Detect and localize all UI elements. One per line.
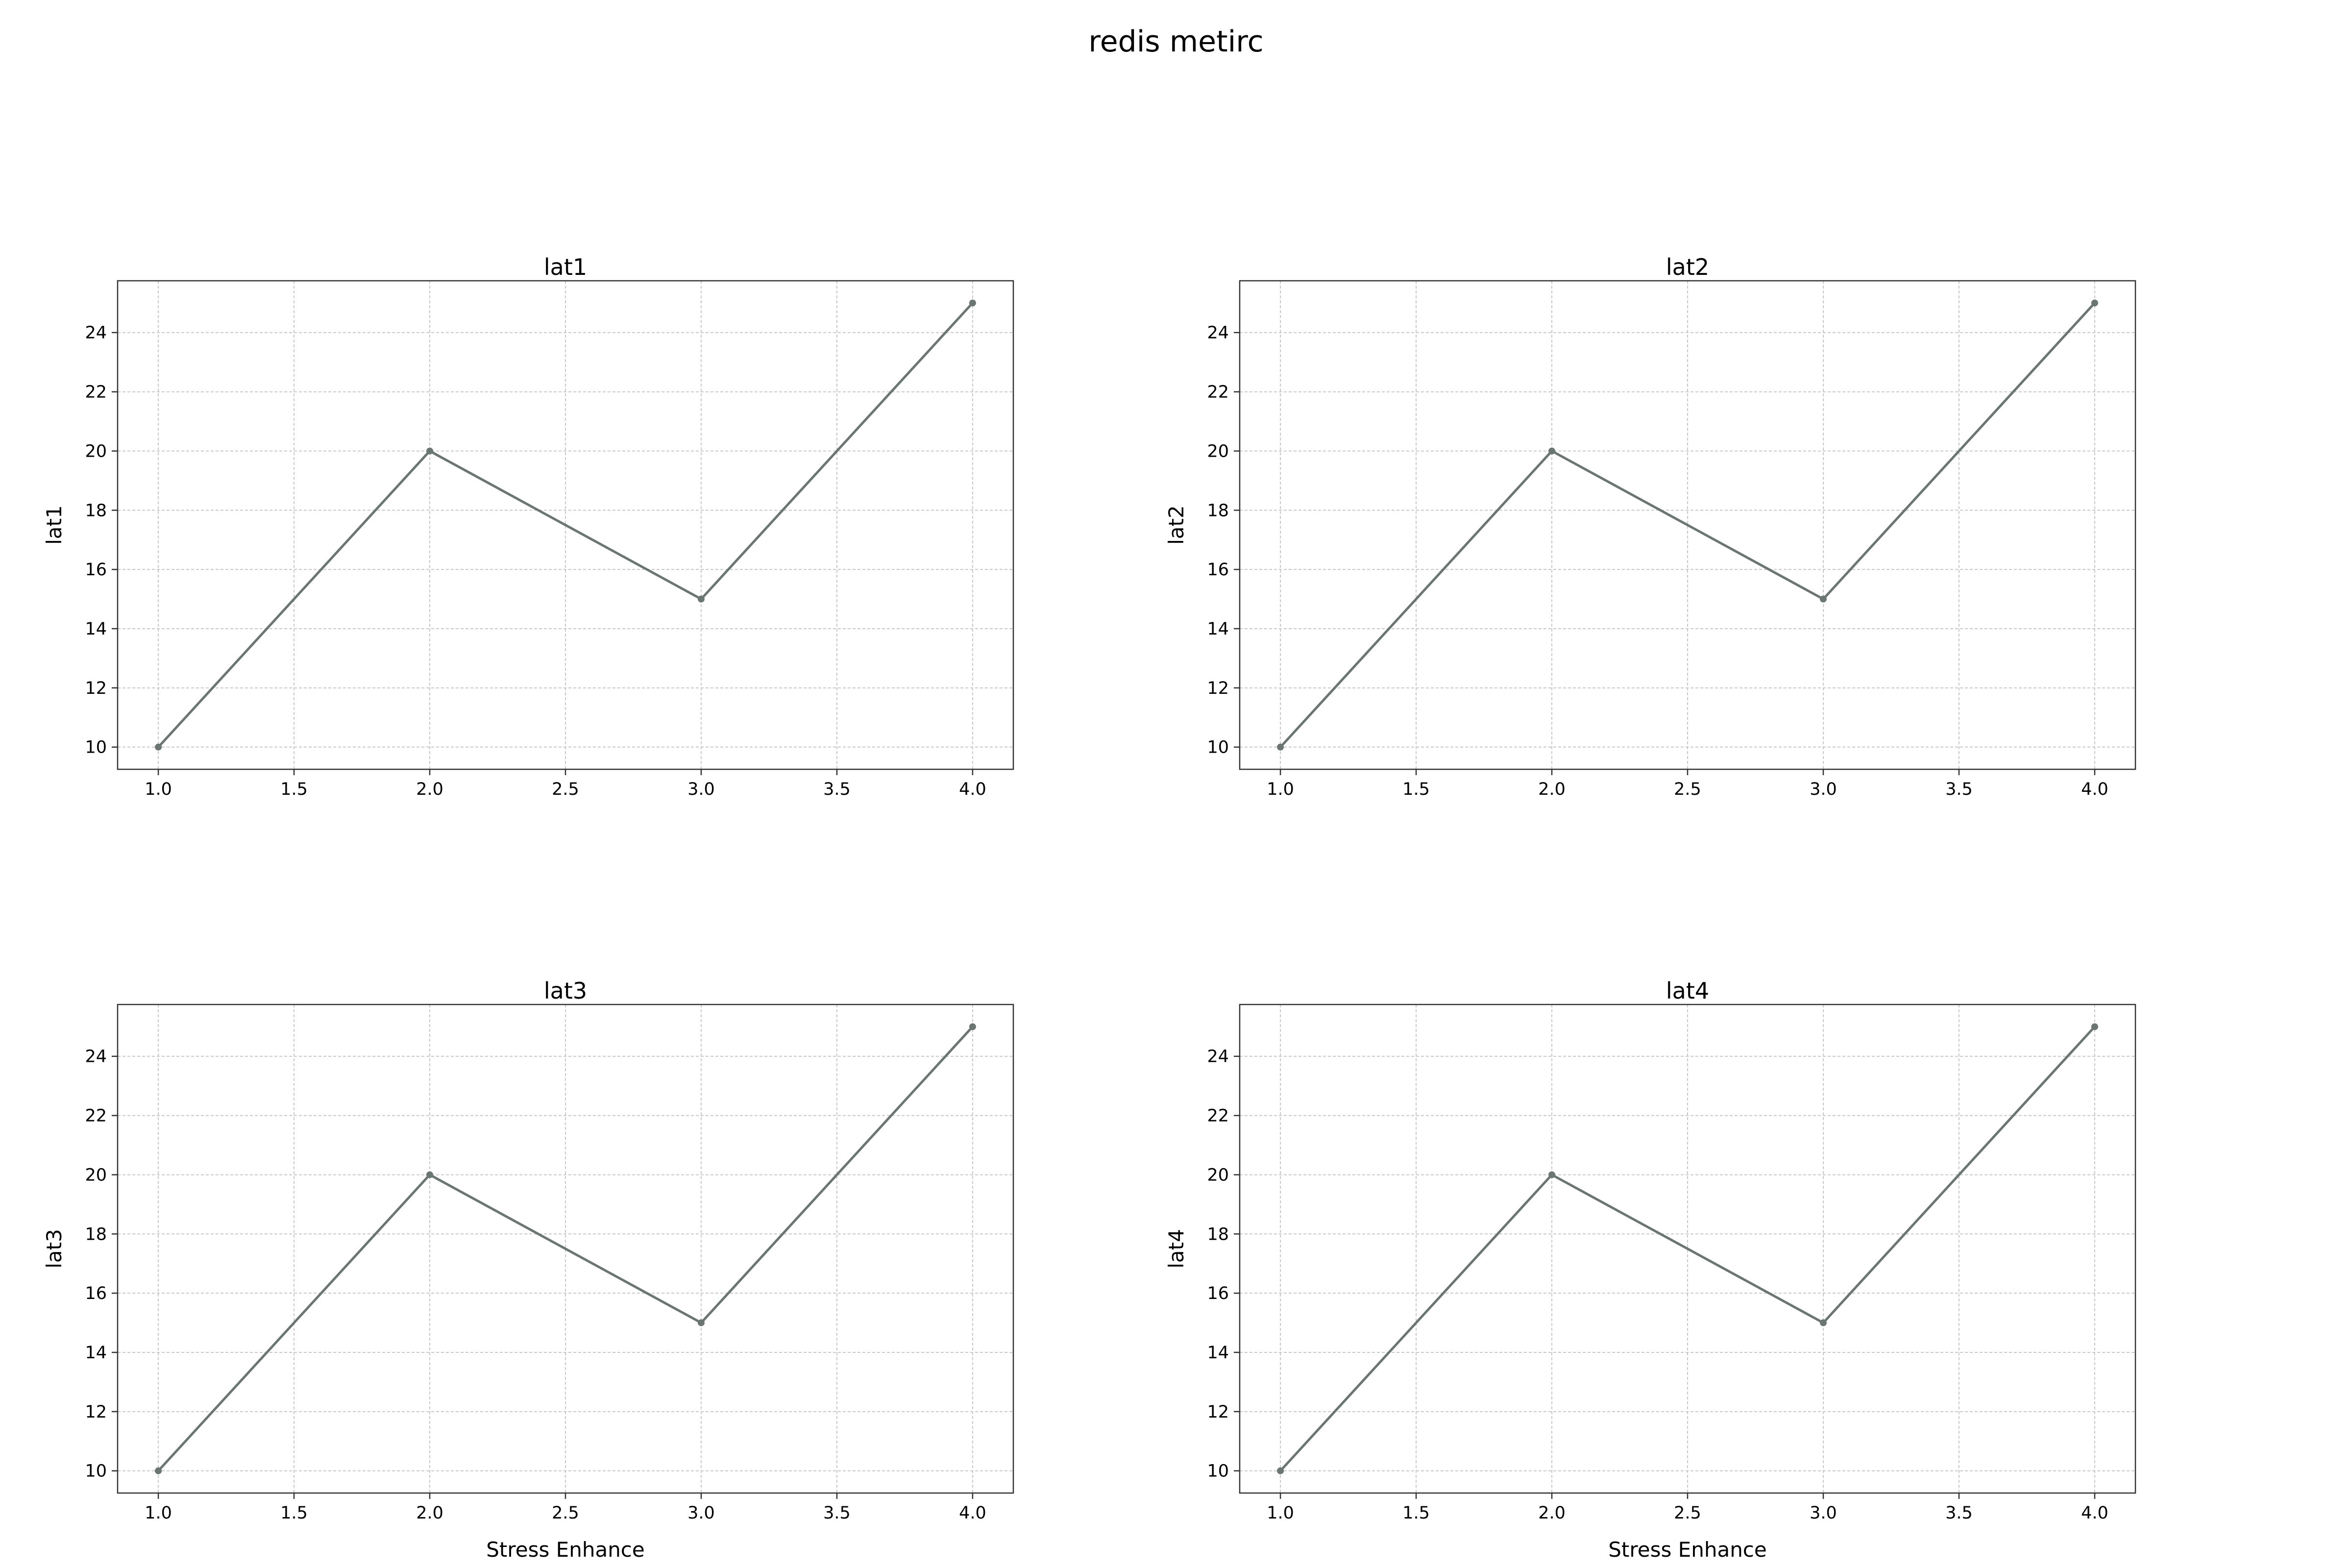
x-tick-label: 4.0	[959, 1503, 986, 1523]
y-tick-label: 12	[85, 679, 107, 698]
y-tick-label: 16	[85, 560, 107, 580]
x-tick-label: 3.5	[1945, 780, 1973, 799]
y-tick-label: 20	[1207, 441, 1229, 461]
series-line	[1279, 1026, 2096, 1472]
y-tick-label: 10	[85, 738, 107, 758]
y-tick-label: 20	[85, 1165, 107, 1185]
figure-title: redis metirc	[1088, 24, 1263, 59]
y-tick-label: 22	[85, 1106, 107, 1126]
subplot-title: lat4	[1666, 978, 1709, 1004]
y-tick-label: 22	[1207, 383, 1229, 402]
data-point	[969, 1023, 976, 1030]
data-point	[426, 447, 434, 455]
subplot-3: 1.0 1.5 2.0 2.5 3.0 3.5 4.0 10 12 14 16 18 20 22 24 lat…	[42, 978, 1014, 1562]
x-tick-label: 2.5	[1674, 1503, 1701, 1523]
x-axis-label: Stress Enhance	[486, 1538, 645, 1562]
y-tick-label: 24	[1207, 323, 1229, 343]
y-tick-label: 22	[85, 383, 107, 402]
y-tick-label: 24	[85, 1047, 107, 1067]
x-tick-label: 1.5	[280, 1503, 308, 1523]
subplot-title: lat2	[1666, 254, 1709, 280]
x-tick-label: 2.0	[416, 1503, 443, 1523]
data-point	[697, 1319, 705, 1326]
x-tick-label: 3.5	[823, 1503, 851, 1523]
y-tick-label: 12	[1207, 679, 1229, 698]
data-point	[1548, 447, 1556, 455]
subplot-2: 1.0 1.5 2.0 2.5 3.0 3.5 4.0 10 12 14 16 18 20 22 24 lat…	[1164, 254, 2136, 799]
y-tick-label: 24	[85, 323, 107, 343]
x-tick-label: 2.5	[552, 1503, 579, 1523]
x-tick-label: 1.0	[1267, 1503, 1294, 1523]
y-tick-label: 14	[85, 619, 107, 639]
y-axis-label: lat3	[42, 1229, 66, 1269]
x-tick-label: 2.0	[416, 780, 443, 799]
subplot-title: lat1	[544, 254, 587, 280]
x-tick-label: 2.0	[1538, 780, 1566, 799]
data-point	[1548, 1171, 1556, 1178]
y-tick-label: 10	[1207, 738, 1229, 758]
data-point	[155, 1467, 162, 1474]
x-tick-label: 1.0	[1267, 780, 1294, 799]
data-point	[969, 299, 976, 307]
subplot-title: lat3	[544, 978, 587, 1004]
y-tick-label: 14	[1207, 1343, 1229, 1363]
y-axis-label: lat1	[42, 505, 66, 545]
y-tick-label: 10	[85, 1462, 107, 1481]
x-tick-label: 4.0	[2081, 1503, 2108, 1523]
x-tick-label: 1.0	[145, 780, 172, 799]
y-tick-label: 18	[1207, 501, 1229, 520]
x-tick-label: 2.5	[1674, 780, 1701, 799]
x-tick-label: 3.0	[687, 1503, 715, 1523]
x-tick-label: 1.5	[1402, 780, 1430, 799]
x-tick-label: 4.0	[959, 780, 986, 799]
data-point	[2091, 299, 2098, 307]
y-axis-label: lat2	[1164, 505, 1188, 545]
x-tick-label: 3.0	[687, 780, 715, 799]
y-tick-label: 18	[85, 501, 107, 520]
x-tick-label: 2.5	[552, 780, 579, 799]
data-point	[1277, 743, 1284, 751]
subplot-1: 1.0 1.5 2.0 2.5 3.0 3.5 4.0 10 12 14 16 18 20 22 24 lat…	[42, 254, 1014, 799]
data-point	[1819, 595, 1827, 603]
y-tick-label: 18	[1207, 1225, 1229, 1244]
y-tick-label: 20	[1207, 1165, 1229, 1185]
y-tick-label: 16	[1207, 560, 1229, 580]
y-tick-label: 20	[85, 441, 107, 461]
data-point	[155, 743, 162, 751]
x-tick-label: 1.0	[145, 1503, 172, 1523]
x-tick-label: 2.0	[1538, 1503, 1566, 1523]
x-tick-label: 3.5	[1945, 1503, 1973, 1523]
data-point	[2091, 1023, 2098, 1030]
y-tick-label: 16	[85, 1284, 107, 1303]
data-point	[426, 1171, 434, 1178]
data-point	[697, 595, 705, 603]
y-tick-label: 14	[85, 1343, 107, 1363]
x-axis-label: Stress Enhance	[1608, 1538, 1767, 1562]
x-tick-label: 3.5	[823, 780, 851, 799]
y-axis-label: lat4	[1164, 1229, 1188, 1269]
x-tick-label: 3.0	[1810, 1503, 1837, 1523]
y-tick-label: 16	[1207, 1284, 1229, 1303]
y-tick-label: 24	[1207, 1047, 1229, 1067]
x-tick-label: 4.0	[2081, 780, 2108, 799]
y-tick-label: 14	[1207, 619, 1229, 639]
subplot-4: 1.0 1.5 2.0 2.5 3.0 3.5 4.0 10 12 14 16 18 20 22 24 lat…	[1164, 978, 2136, 1562]
data-point	[1277, 1467, 1284, 1474]
series-line	[1279, 302, 2096, 748]
y-tick-label: 12	[85, 1402, 107, 1422]
x-tick-label: 1.5	[1402, 1503, 1430, 1523]
series-line	[157, 302, 974, 748]
data-point	[1819, 1319, 1827, 1326]
subplot-grid: 1.0 1.5 2.0 2.5 3.0 3.5 4.0 10 12 14 16 18 20 22 24 lat…	[42, 254, 2136, 1562]
x-tick-label: 3.0	[1810, 780, 1837, 799]
series-line	[157, 1026, 974, 1472]
y-tick-label: 12	[1207, 1402, 1229, 1422]
y-tick-label: 22	[1207, 1106, 1229, 1126]
y-tick-label: 18	[85, 1225, 107, 1244]
x-tick-label: 1.5	[280, 780, 308, 799]
y-tick-label: 10	[1207, 1462, 1229, 1481]
